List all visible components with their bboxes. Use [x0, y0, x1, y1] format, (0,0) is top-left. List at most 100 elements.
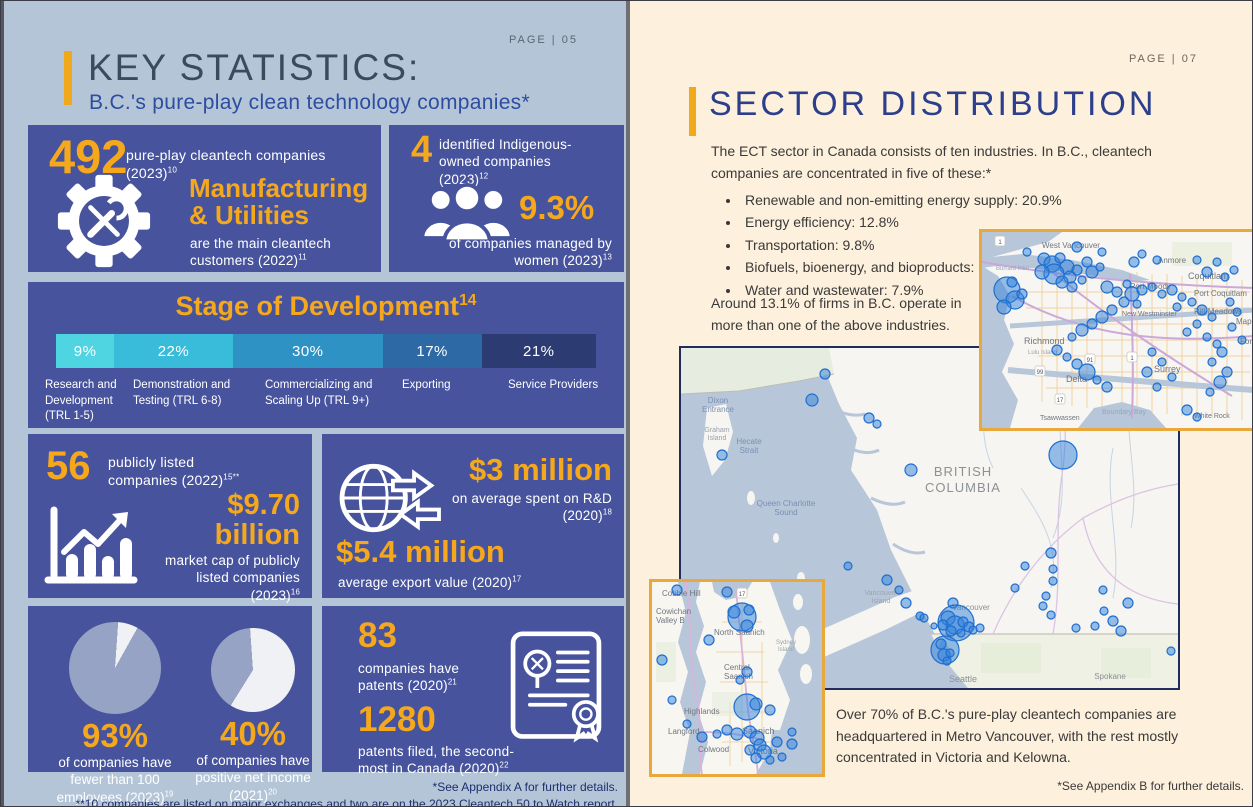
sector-bullet-list: Renewable and non-emitting energy supply…: [725, 189, 1101, 301]
map-place-label: Pitt Meadows: [1194, 307, 1242, 316]
employees-caption: of companies have fewer than 100 employe…: [56, 755, 174, 805]
map-place-label: Vancouver: [865, 590, 899, 597]
company-location-bubble: [671, 584, 683, 596]
map-place-label: Strait: [740, 446, 759, 455]
companies-count: 492: [49, 130, 128, 183]
company-location-bubble: [1128, 256, 1140, 268]
map-place-label: Queen Charlotte: [757, 499, 816, 508]
company-location-bubble: [1048, 564, 1058, 574]
stage-segment-label: Service Providers: [508, 379, 599, 391]
card-companies: 492 pure-play cleantech companies (2023)…: [28, 125, 381, 272]
map-place-label: Surrey: [1154, 364, 1181, 374]
company-location-bubble: [765, 755, 775, 765]
map-british-columbia: Dixon Entrance Graham Island Hecate Strait Que…: [679, 346, 1180, 690]
company-location-bubble: [1111, 286, 1123, 298]
patent-companies-count: 83: [358, 616, 397, 655]
company-location-bubble: [1157, 357, 1167, 367]
market-cap-note: market cap of publicly listed companies …: [165, 553, 300, 603]
company-location-bubble: [1098, 585, 1108, 595]
pie-employees-block: 93% of companies have fewer than 100 emp…: [40, 622, 190, 806]
stage-segment: 22%: [114, 334, 233, 368]
map-place-label: West Vancouver: [1042, 241, 1100, 250]
stage-segment-label: Commercializing and Scaling Up (TRL 9+): [265, 379, 373, 407]
patents-filed-count: 1280: [358, 700, 436, 739]
map-place-label: Anmore: [1158, 256, 1187, 265]
company-location-bubble: [682, 719, 692, 729]
svg-text:1: 1: [998, 240, 1002, 246]
company-location-bubble: [786, 738, 798, 750]
people-icon: [421, 183, 513, 244]
company-location-bubble: [935, 638, 947, 650]
company-location-bubble: [735, 675, 745, 685]
map-place-label: North Saanich: [714, 628, 765, 637]
company-location-bubble: [937, 619, 949, 631]
company-location-bubble: [1048, 440, 1078, 470]
map-place-label: Island: [778, 647, 794, 653]
map-place-label: New Westminster: [1122, 311, 1177, 318]
patents-filed-label: patents filed, the second-most in Canada…: [358, 744, 515, 777]
map-place-label: Maple: [1236, 317, 1253, 326]
company-location-bubble: [1046, 610, 1056, 620]
company-location-bubble: [741, 666, 753, 678]
company-location-bubble: [777, 752, 787, 762]
stage-segment: 21%: [481, 334, 596, 368]
page-number-right: PAGE | 07: [1129, 53, 1198, 65]
company-location-bubble: [1107, 615, 1119, 627]
company-location-bubble: [1022, 247, 1032, 257]
export-value-amount: $5.4 million: [336, 534, 505, 569]
company-location-bubble: [843, 561, 853, 571]
company-location-bubble: [1038, 601, 1048, 611]
women-managed-pct: 9.3%: [519, 189, 595, 226]
patent-companies-label: companies have patents (2020)21: [358, 661, 460, 694]
map-place-label: Dixon: [708, 396, 728, 405]
company-location-bubble: [1118, 296, 1130, 308]
footnote-appendix-a: *See Appendix A for further details.: [432, 780, 618, 794]
company-location-bubble: [721, 586, 733, 598]
map-place-label: Sydney: [776, 640, 796, 646]
highway-shield: 1: [1126, 351, 1138, 363]
bullet-item: Biofuels, bioenergy, and bioproducts: 9.…: [741, 256, 1101, 278]
company-location-bubble: [1141, 366, 1153, 378]
company-location-bubble: [1167, 372, 1177, 382]
company-location-bubble: [1192, 319, 1202, 329]
patent-certificate-icon: [510, 631, 602, 743]
company-location-bubble: [1182, 327, 1192, 337]
company-location-bubble: [730, 727, 744, 741]
map-place-label: Island: [872, 598, 891, 605]
company-location-bubble: [1147, 282, 1157, 292]
card-rd-export: $3 million on average spent on R&D (2020…: [322, 434, 624, 598]
card-stage-of-development: Stage of Development14 9% 22% 30% 17% 21% Re…: [28, 282, 624, 428]
pie-chart-employees: [69, 622, 161, 714]
company-location-bubble: [1202, 332, 1212, 342]
company-location-bubble: [1181, 404, 1193, 416]
pie-income-block: 40% of companies have positive net incom…: [192, 622, 314, 804]
company-location-bubble: [1147, 347, 1157, 357]
svg-text:17: 17: [1057, 398, 1064, 404]
company-location-bubble: [1225, 297, 1235, 307]
company-location-bubble: [945, 648, 955, 658]
main-customers-note: are the main cleantech customers (2022)1…: [190, 236, 331, 269]
company-location-bubble: [1010, 583, 1020, 593]
company-location-bubble: [1078, 363, 1096, 381]
company-location-bubble: [1136, 284, 1148, 296]
indigenous-label: identified Indigenous-owned companies (2…: [439, 137, 572, 187]
company-location-bubble: [1220, 272, 1230, 282]
company-location-bubble: [1075, 323, 1089, 337]
company-location-bubble: [749, 697, 763, 711]
company-location-bubble: [1212, 257, 1222, 267]
map-place-label: Graham: [704, 427, 729, 434]
card-publicly-listed: 56 publicly listed companies (2022)15** …: [28, 434, 312, 603]
company-location-bubble: [945, 625, 957, 637]
company-location-bubble: [1172, 302, 1182, 312]
company-location-bubble: [1048, 576, 1058, 586]
company-location-bubble: [1216, 346, 1228, 358]
company-location-bubble: [1177, 292, 1187, 302]
company-location-bubble: [805, 393, 819, 407]
stage-segment: 17%: [382, 334, 482, 368]
company-location-bubble: [1041, 591, 1051, 601]
company-location-bubble: [956, 628, 966, 638]
highway-shield: 17: [736, 587, 748, 599]
cleantech-50-link[interactable]: 2023 Cleantech 50 to Watch: [429, 797, 580, 807]
hq-note: Over 70% of B.C.'s pure-play cleantech c…: [836, 706, 1179, 766]
